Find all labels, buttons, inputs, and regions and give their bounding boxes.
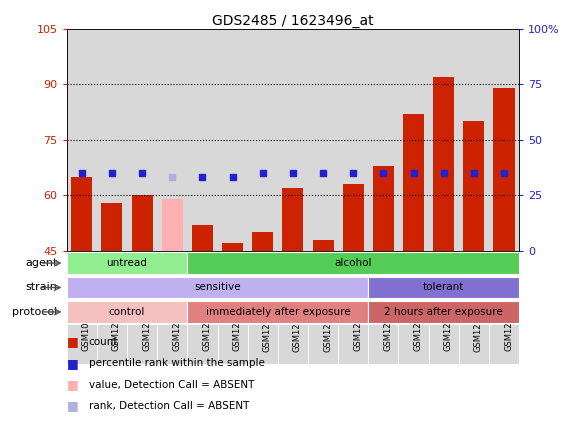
Bar <box>97 29 127 251</box>
Text: GSM123071: GSM123071 <box>414 301 423 352</box>
Bar <box>433 77 454 251</box>
Text: agent: agent <box>26 258 57 268</box>
Text: GSM123066: GSM123066 <box>263 301 272 352</box>
Text: 2 hours after exposure: 2 hours after exposure <box>385 307 503 317</box>
Bar <box>248 29 278 251</box>
Bar <box>494 88 514 251</box>
Text: control: control <box>109 307 145 317</box>
Bar <box>67 252 187 274</box>
Bar <box>489 324 519 364</box>
Bar <box>157 29 187 251</box>
Text: GSM123003: GSM123003 <box>172 301 182 352</box>
Bar <box>218 29 248 251</box>
Bar <box>67 277 368 298</box>
Text: GSM123074: GSM123074 <box>504 301 513 352</box>
Bar <box>132 195 153 251</box>
Bar <box>71 177 92 251</box>
Text: GSM123067: GSM123067 <box>293 301 302 352</box>
Text: GSM123007: GSM123007 <box>202 301 212 352</box>
Text: GSM123072: GSM123072 <box>444 301 453 352</box>
Bar <box>489 29 519 251</box>
Text: immediately after exposure: immediately after exposure <box>205 307 350 317</box>
Bar <box>308 29 338 251</box>
Text: GSM123073: GSM123073 <box>474 301 483 352</box>
Bar <box>343 184 364 251</box>
Text: GSM123068: GSM123068 <box>323 301 332 352</box>
Bar <box>187 301 368 323</box>
Text: sensitive: sensitive <box>194 282 241 293</box>
Text: alcohol: alcohol <box>335 258 372 268</box>
Bar <box>218 324 248 364</box>
Text: GSM123070: GSM123070 <box>383 301 393 352</box>
Text: rank, Detection Call = ABSENT: rank, Detection Call = ABSENT <box>89 401 249 411</box>
Bar <box>222 243 243 251</box>
Bar <box>338 324 368 364</box>
Bar <box>313 240 333 251</box>
Bar <box>373 166 394 251</box>
Bar <box>429 324 459 364</box>
Bar <box>127 29 157 251</box>
Bar <box>248 324 278 364</box>
Text: ■: ■ <box>67 378 78 391</box>
Bar <box>97 324 127 364</box>
Bar <box>278 29 308 251</box>
Bar <box>429 29 459 251</box>
Bar <box>67 29 97 251</box>
Bar <box>403 114 424 251</box>
Bar <box>398 324 429 364</box>
Text: GSM122994: GSM122994 <box>112 301 121 351</box>
Bar <box>368 301 519 323</box>
Bar <box>187 29 218 251</box>
Text: protocol: protocol <box>12 307 57 317</box>
Bar <box>162 199 183 251</box>
Bar <box>282 188 303 251</box>
Text: ■: ■ <box>67 357 78 370</box>
Text: GSM123065: GSM123065 <box>233 301 242 352</box>
Text: untread: untread <box>107 258 147 268</box>
Bar <box>102 203 122 251</box>
Text: ■: ■ <box>67 335 78 349</box>
Bar <box>67 324 97 364</box>
Bar <box>398 29 429 251</box>
Bar <box>463 121 484 251</box>
Bar <box>252 232 273 251</box>
Text: GSM123002: GSM123002 <box>142 301 151 352</box>
Text: count: count <box>89 337 118 347</box>
Bar <box>278 324 308 364</box>
Bar <box>368 324 398 364</box>
Bar <box>459 29 489 251</box>
Text: strain: strain <box>26 282 57 293</box>
Text: ■: ■ <box>67 399 78 412</box>
Text: value, Detection Call = ABSENT: value, Detection Call = ABSENT <box>89 380 254 389</box>
Text: GSM106918: GSM106918 <box>82 301 91 352</box>
Bar <box>368 29 398 251</box>
Text: percentile rank within the sample: percentile rank within the sample <box>89 358 264 368</box>
Bar <box>308 324 338 364</box>
Text: GSM123069: GSM123069 <box>353 301 362 352</box>
Bar <box>338 29 368 251</box>
Bar <box>67 301 187 323</box>
Bar <box>187 252 519 274</box>
Bar <box>187 324 218 364</box>
Bar <box>459 324 489 364</box>
Bar <box>192 225 213 251</box>
Bar <box>157 324 187 364</box>
Title: GDS2485 / 1623496_at: GDS2485 / 1623496_at <box>212 14 374 28</box>
Text: tolerant: tolerant <box>423 282 465 293</box>
Bar <box>127 324 157 364</box>
Bar <box>368 277 519 298</box>
